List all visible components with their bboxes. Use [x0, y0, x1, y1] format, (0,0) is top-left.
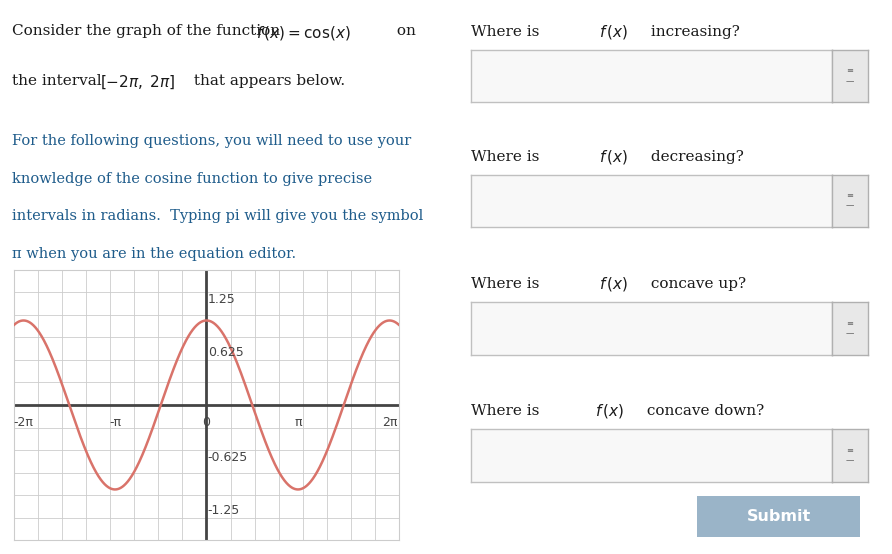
Text: Where is: Where is	[471, 150, 544, 163]
Text: Where is: Where is	[471, 277, 544, 291]
Text: ≡
—: ≡ —	[846, 66, 855, 86]
Text: concave down?: concave down?	[642, 404, 764, 418]
Text: 1.25: 1.25	[208, 293, 235, 306]
Text: knowledge of the cosine function to give precise: knowledge of the cosine function to give…	[12, 172, 373, 186]
Text: For the following questions, you will need to use your: For the following questions, you will ne…	[12, 134, 412, 148]
Text: decreasing?: decreasing?	[647, 150, 744, 163]
Text: -2π: -2π	[13, 416, 33, 429]
Text: π: π	[294, 416, 301, 429]
Text: Where is: Where is	[471, 404, 544, 418]
Text: that appears below.: that appears below.	[189, 74, 345, 88]
Text: Submit: Submit	[747, 509, 811, 524]
Text: ≡
—: ≡ —	[846, 319, 855, 338]
Text: $f\,(x)$: $f\,(x)$	[599, 147, 628, 166]
Text: $f\,(x)=\cos(x)$: $f\,(x)=\cos(x)$	[256, 24, 351, 43]
Text: $f\,(x)$: $f\,(x)$	[599, 23, 628, 41]
Text: $f\,(x)$: $f\,(x)$	[599, 275, 628, 293]
Text: concave up?: concave up?	[647, 277, 747, 291]
Text: intervals in radians.  Typing pi will give you the symbol: intervals in radians. Typing pi will giv…	[12, 209, 424, 223]
Text: Consider the graph of the function: Consider the graph of the function	[12, 24, 285, 38]
Text: -π: -π	[109, 416, 121, 429]
Text: the interval: the interval	[12, 74, 107, 88]
Text: $f\,(x)$: $f\,(x)$	[595, 402, 624, 420]
Text: Where is: Where is	[471, 25, 544, 39]
Text: -1.25: -1.25	[208, 504, 240, 517]
Text: π when you are in the equation editor.: π when you are in the equation editor.	[12, 247, 297, 261]
Text: increasing?: increasing?	[647, 25, 740, 39]
Text: -0.625: -0.625	[208, 452, 248, 464]
Text: 2π: 2π	[382, 416, 397, 429]
Text: ≡
—: ≡ —	[846, 446, 855, 465]
Text: on: on	[392, 24, 416, 38]
Text: 0: 0	[202, 416, 211, 429]
Text: $[-2\pi,\;2\pi]$: $[-2\pi,\;2\pi]$	[100, 74, 175, 91]
Text: 0.625: 0.625	[208, 346, 244, 358]
Text: ≡
—: ≡ —	[846, 191, 855, 211]
